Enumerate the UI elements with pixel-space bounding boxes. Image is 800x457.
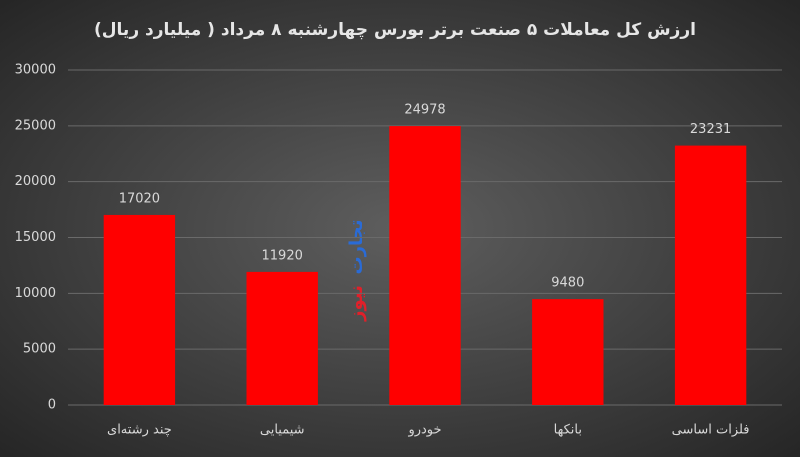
y-tick-label: 15000 [15,230,56,245]
data-label: 23231 [690,122,731,137]
bar [532,299,604,405]
x-tick-label: شیمیایی [260,423,305,438]
data-label: 17020 [119,191,160,206]
watermark-text: نیوز [346,285,367,322]
x-tick-label: چند رشته‌ای [107,423,172,438]
y-tick-label: 0 [48,398,56,413]
chart-title: ارزش کل معاملات ۵ صنعت برتر بورس چهارشنب… [94,20,696,40]
data-label: 11920 [262,248,303,263]
x-tick-label: خودرو [407,423,441,438]
bar [674,145,747,406]
watermark: تجارت نیوز [346,220,367,322]
y-tick-label: 5000 [23,342,56,357]
bar [103,214,176,405]
bar [389,126,461,405]
data-label: 9480 [551,276,584,291]
x-tick-label: فلزات اساسی [672,423,750,438]
bar [246,271,318,405]
watermark-text: تجارت [346,220,367,275]
y-tick-label: 10000 [15,286,56,301]
y-tick-label: 30000 [15,63,56,78]
y-tick-label: 20000 [15,174,56,189]
y-tick-label: 25000 [15,118,56,133]
x-tick-label: بانکها [554,423,582,438]
data-label: 24978 [404,103,445,118]
